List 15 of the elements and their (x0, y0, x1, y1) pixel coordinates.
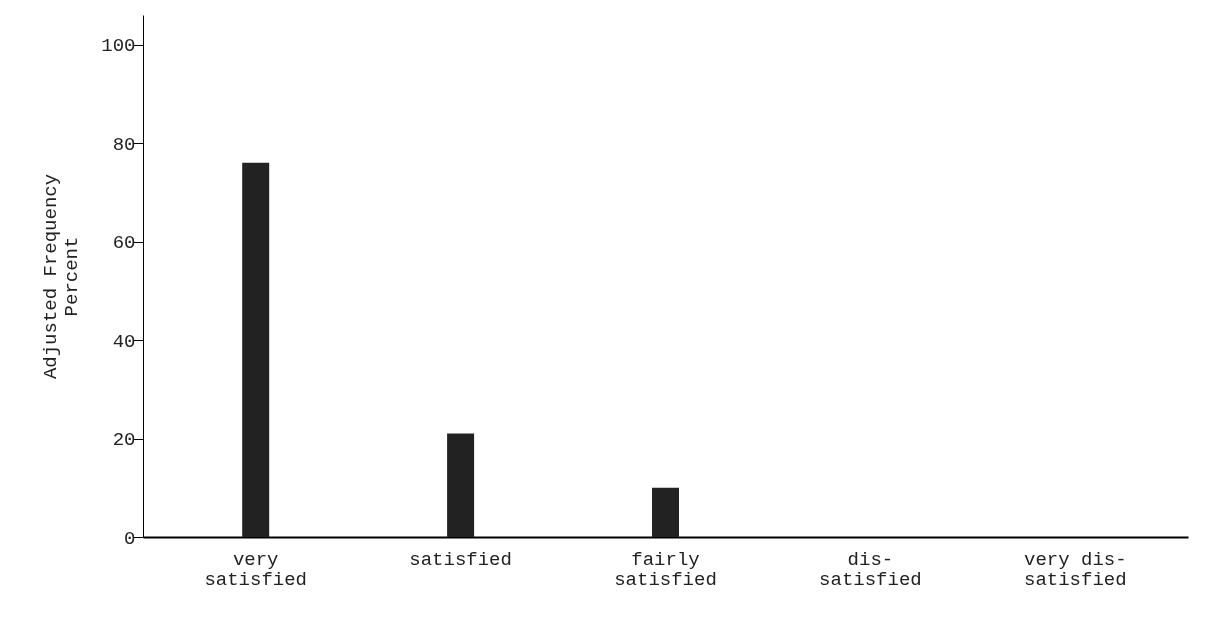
y-tick-label: 80 (112, 133, 136, 156)
y-axis-title: Adjusted Frequency Percent (40, 173, 84, 380)
y-tick-label: 20 (112, 429, 136, 452)
y-tick-label: 60 (112, 232, 136, 255)
x-tick-label: very dis- satisfied (1023, 548, 1127, 591)
y-tick-label: 100 (101, 35, 136, 58)
y-tick-label: 0 (124, 527, 136, 550)
bar (652, 487, 679, 537)
x-tick-label: fairly satisfied (614, 548, 717, 591)
bar (242, 162, 270, 537)
y-tick-label: 40 (112, 330, 136, 353)
x-tick-label: very satisfied (204, 548, 308, 591)
x-tick-label: dis- satisfied (819, 548, 922, 591)
bar (447, 433, 475, 537)
x-tick-label: satisfied (409, 548, 512, 571)
